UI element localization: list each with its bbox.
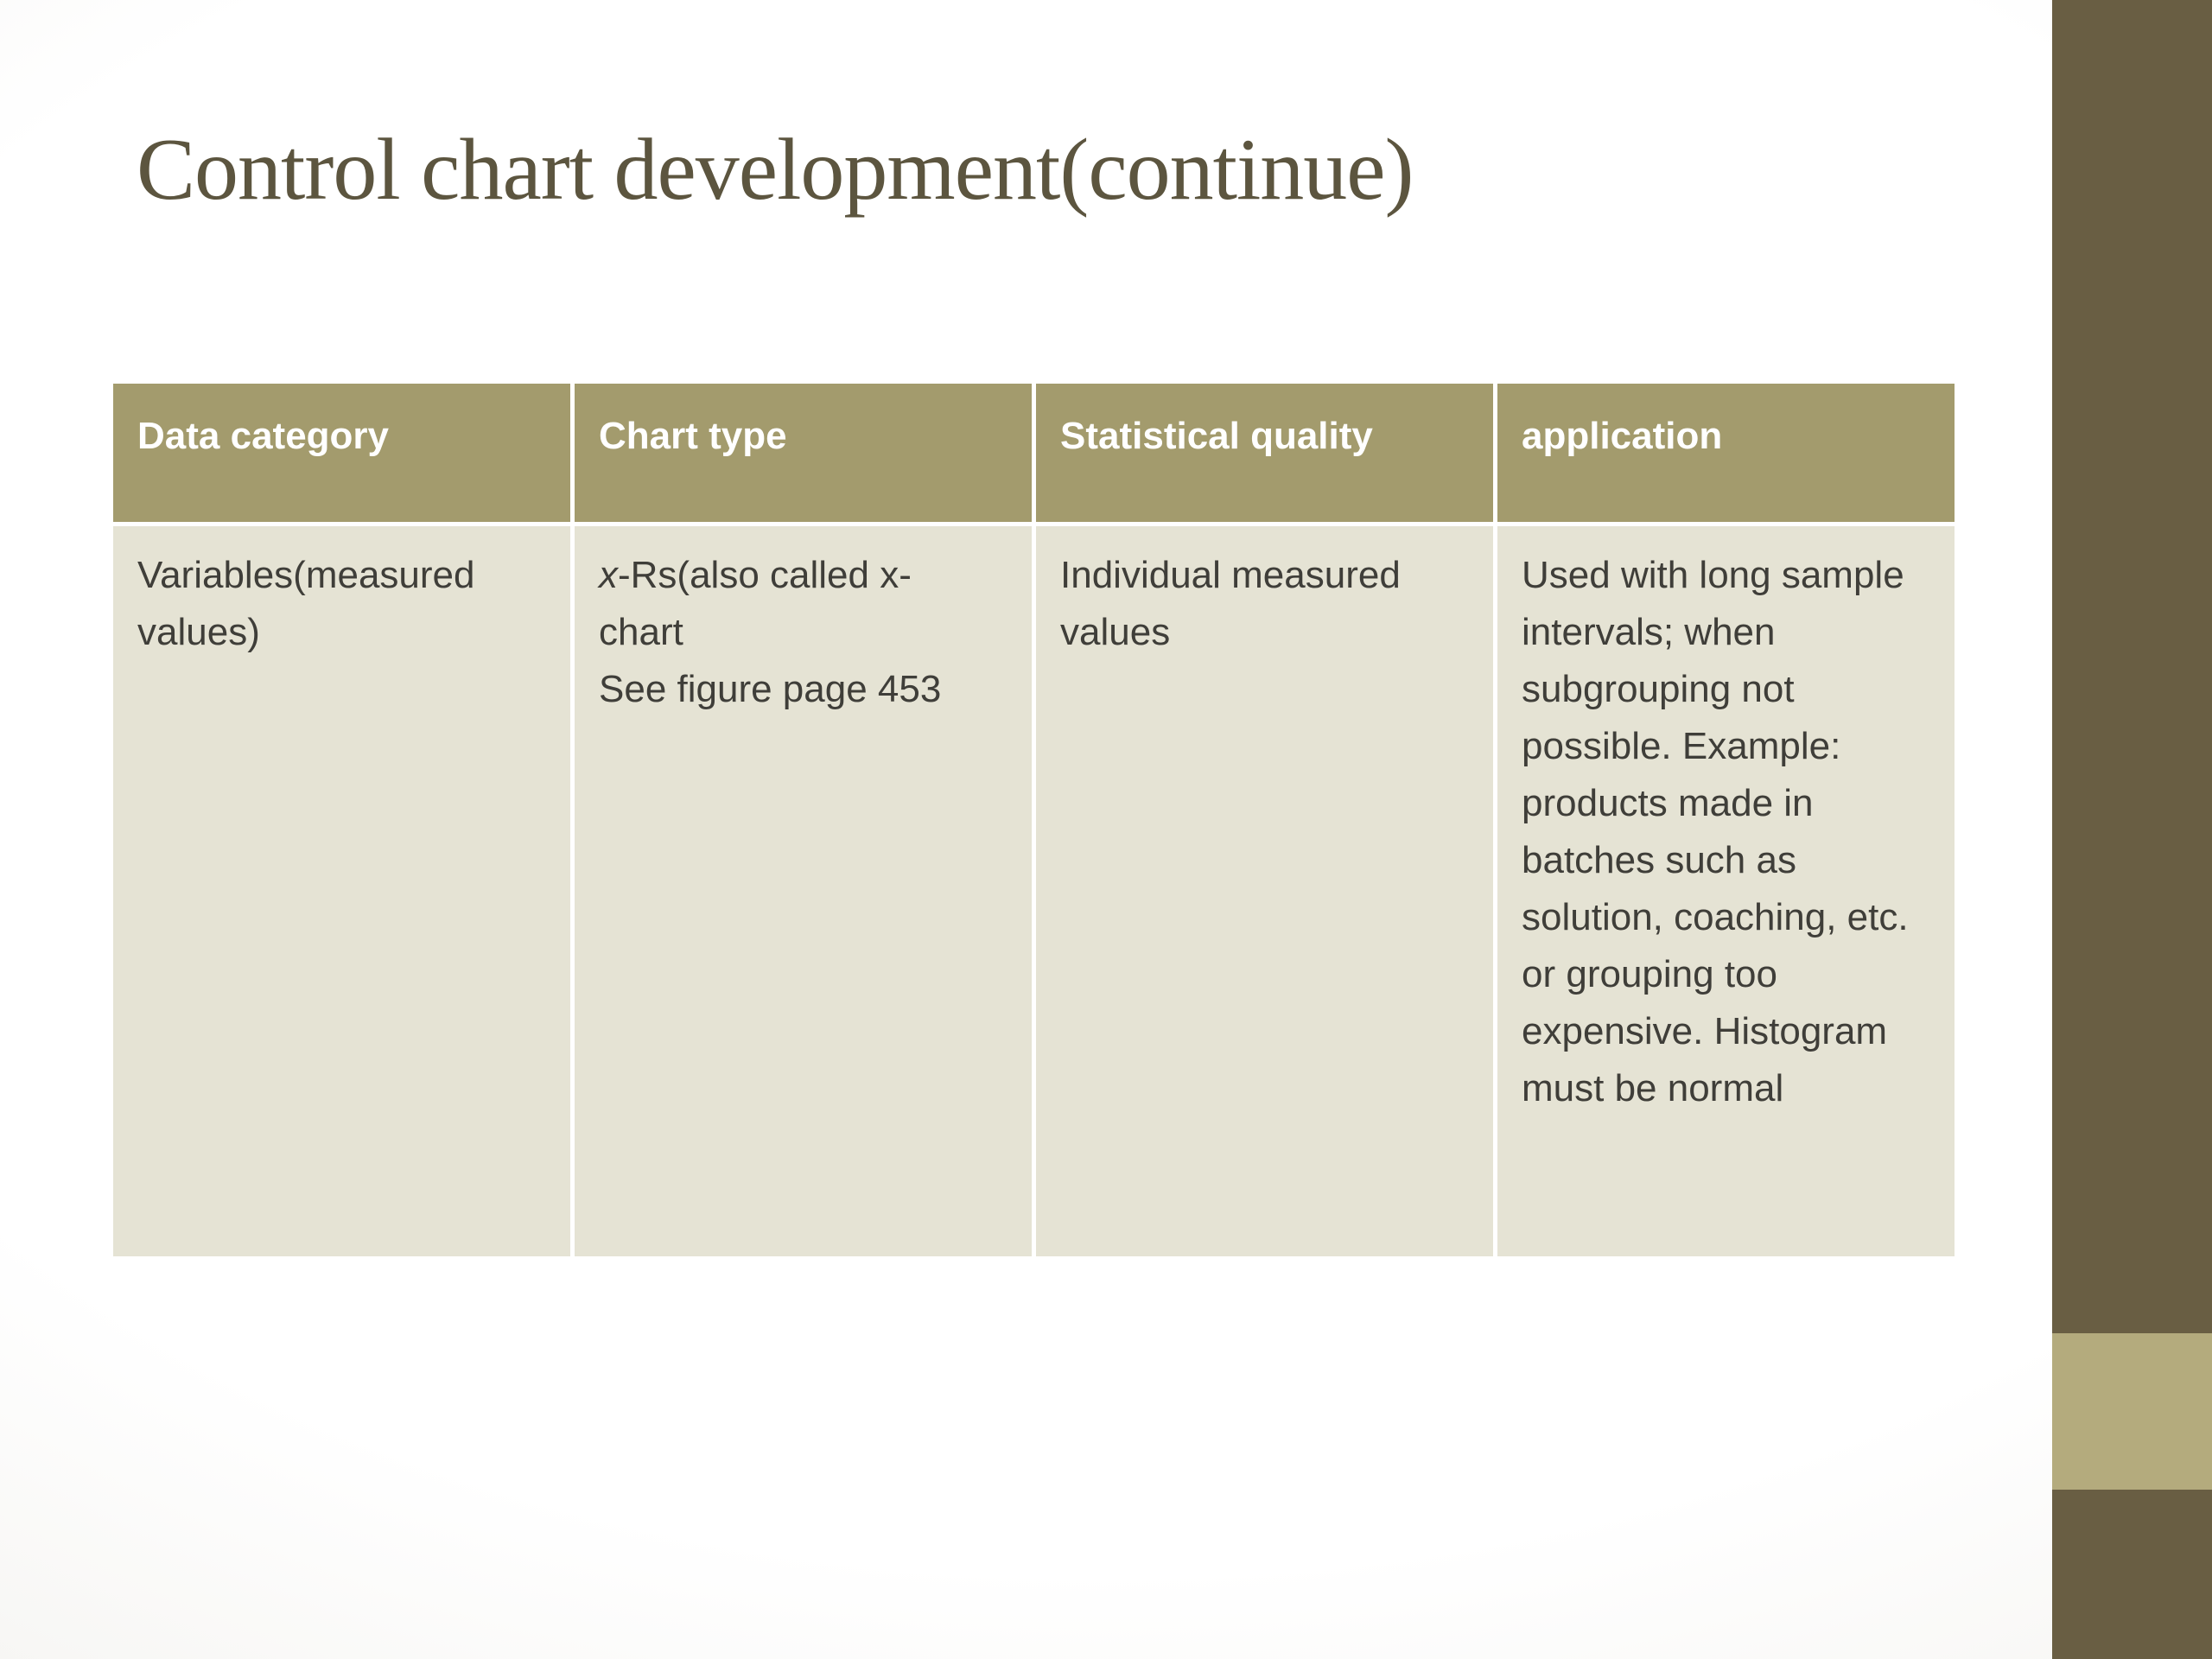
application-text: Used with long sample intervals; when su… bbox=[1522, 554, 1909, 1109]
slide-title: Control chart development(continue) bbox=[137, 121, 1414, 219]
control-chart-table: Data category Chart type Statistical qua… bbox=[113, 384, 1955, 1256]
col-header-chart-type: Chart type bbox=[575, 384, 1032, 522]
accent-block bbox=[2052, 1333, 2212, 1490]
chart-type-italic-x: x bbox=[599, 554, 618, 596]
cell-application: Used with long sample intervals; when su… bbox=[1497, 526, 1955, 1256]
cell-statistical-quality: Individual measured values bbox=[1036, 526, 1493, 1256]
col-header-application: application bbox=[1497, 384, 1955, 522]
right-accent-bar bbox=[2052, 0, 2212, 1659]
statistical-quality-text: Individual measured values bbox=[1060, 554, 1401, 653]
chart-type-line2: chart bbox=[599, 611, 683, 653]
col-header-statistical-quality: Statistical quality bbox=[1036, 384, 1493, 522]
cell-data-category: Variables(measured values) bbox=[113, 526, 570, 1256]
data-category-text: Variables(measured values) bbox=[137, 554, 475, 653]
cell-chart-type: x-Rs(also called x- chart See figure pag… bbox=[575, 526, 1032, 1256]
chart-type-line1: -Rs(also called x- bbox=[618, 554, 912, 596]
col-header-data-category: Data category bbox=[113, 384, 570, 522]
chart-type-line3: See figure page 453 bbox=[599, 668, 942, 710]
